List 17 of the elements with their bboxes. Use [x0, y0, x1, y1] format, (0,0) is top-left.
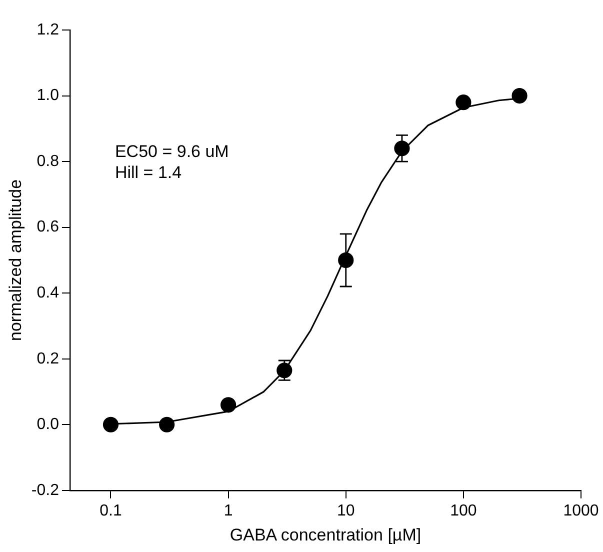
y-tick-label: -0.2: [31, 482, 60, 499]
y-tick-label: 0.0: [36, 416, 60, 434]
y-axis-title: normalized amplitude: [6, 179, 25, 341]
y-tick-label: 0.6: [36, 218, 60, 236]
annotation: EC50 = 9.6 uM: [114, 142, 229, 161]
y-tick-label: 1.2: [36, 21, 60, 38]
x-axis-title: GABA concentration [µM]: [230, 525, 422, 544]
x-tick-label: 100: [450, 502, 477, 520]
annotation: Hill = 1.4: [114, 163, 182, 182]
y-tick-label: 1.0: [36, 87, 60, 104]
x-tick-label: 1000: [563, 502, 599, 520]
x-tick-label: 10: [336, 502, 355, 520]
x-tick-label: 1: [224, 502, 233, 520]
y-tick-label: 0.8: [36, 152, 60, 170]
y-tick-label: 0.2: [36, 350, 60, 368]
x-tick-label: 0.1: [100, 502, 122, 520]
y-tick-label: 0.4: [36, 284, 60, 302]
